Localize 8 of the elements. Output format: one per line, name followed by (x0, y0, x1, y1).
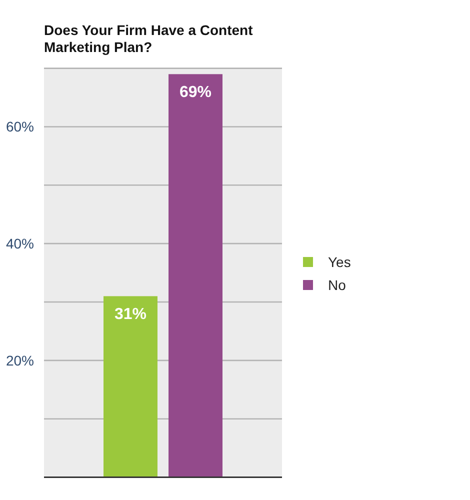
y-tick-label: 40% (6, 235, 34, 252)
legend-label: No (328, 276, 346, 293)
data-label: 31% (114, 306, 146, 324)
legend-label: Yes (328, 254, 351, 270)
data-label: 69% (180, 84, 212, 102)
y-tick-label: 20% (6, 352, 34, 368)
chart-title: Does Your Firm Have a Content Marketing Plan? (44, 22, 254, 55)
y-tick-label: 60% (6, 118, 34, 135)
